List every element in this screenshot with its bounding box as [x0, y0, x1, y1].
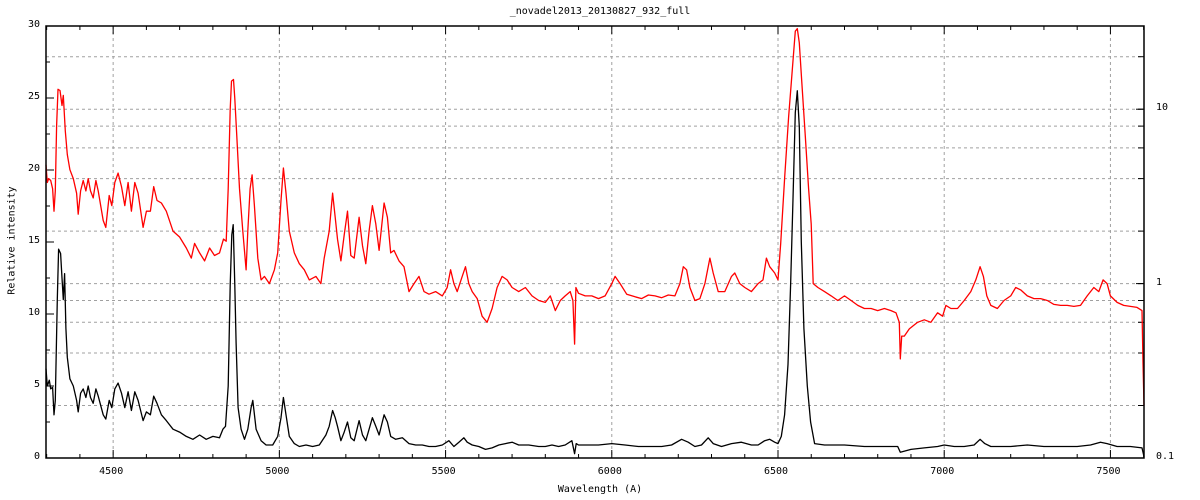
gridlines — [46, 26, 1144, 458]
y-tick-label: 10 — [27, 307, 40, 318]
x-tick-label: 7000 — [930, 466, 955, 477]
black-linear-spectrum-line — [45, 90, 1145, 457]
x-axis-label: Wavelength (A) — [557, 484, 643, 495]
x-tick-label: 5000 — [265, 466, 290, 477]
red-log-spectrum-line — [45, 27, 1145, 406]
x-tick-label: 6000 — [597, 466, 622, 477]
y-tick-label: 30 — [27, 19, 40, 30]
y2-tick-label: 0.1 — [1156, 451, 1175, 462]
x-tick-label: 7500 — [1096, 466, 1121, 477]
chart-title: _novadel2013_20130827_932_full — [509, 6, 691, 17]
y-tick-label: 15 — [27, 235, 40, 246]
y-tick-label: 25 — [27, 91, 40, 102]
plot-frame — [45, 25, 1145, 459]
y2-tick-label: 1 — [1156, 276, 1163, 288]
y-tick-label: 5 — [33, 379, 40, 390]
data-series — [45, 27, 1145, 457]
axis-ticks — [46, 25, 1145, 459]
y2-tick-label: 10 — [1156, 102, 1169, 114]
x-tick-label: 4500 — [99, 466, 124, 477]
x-tick-label: 6500 — [764, 466, 789, 477]
y-tick-label: 20 — [27, 163, 40, 174]
x-tick-label: 5500 — [431, 466, 456, 477]
y-tick-label: 0 — [33, 451, 40, 462]
